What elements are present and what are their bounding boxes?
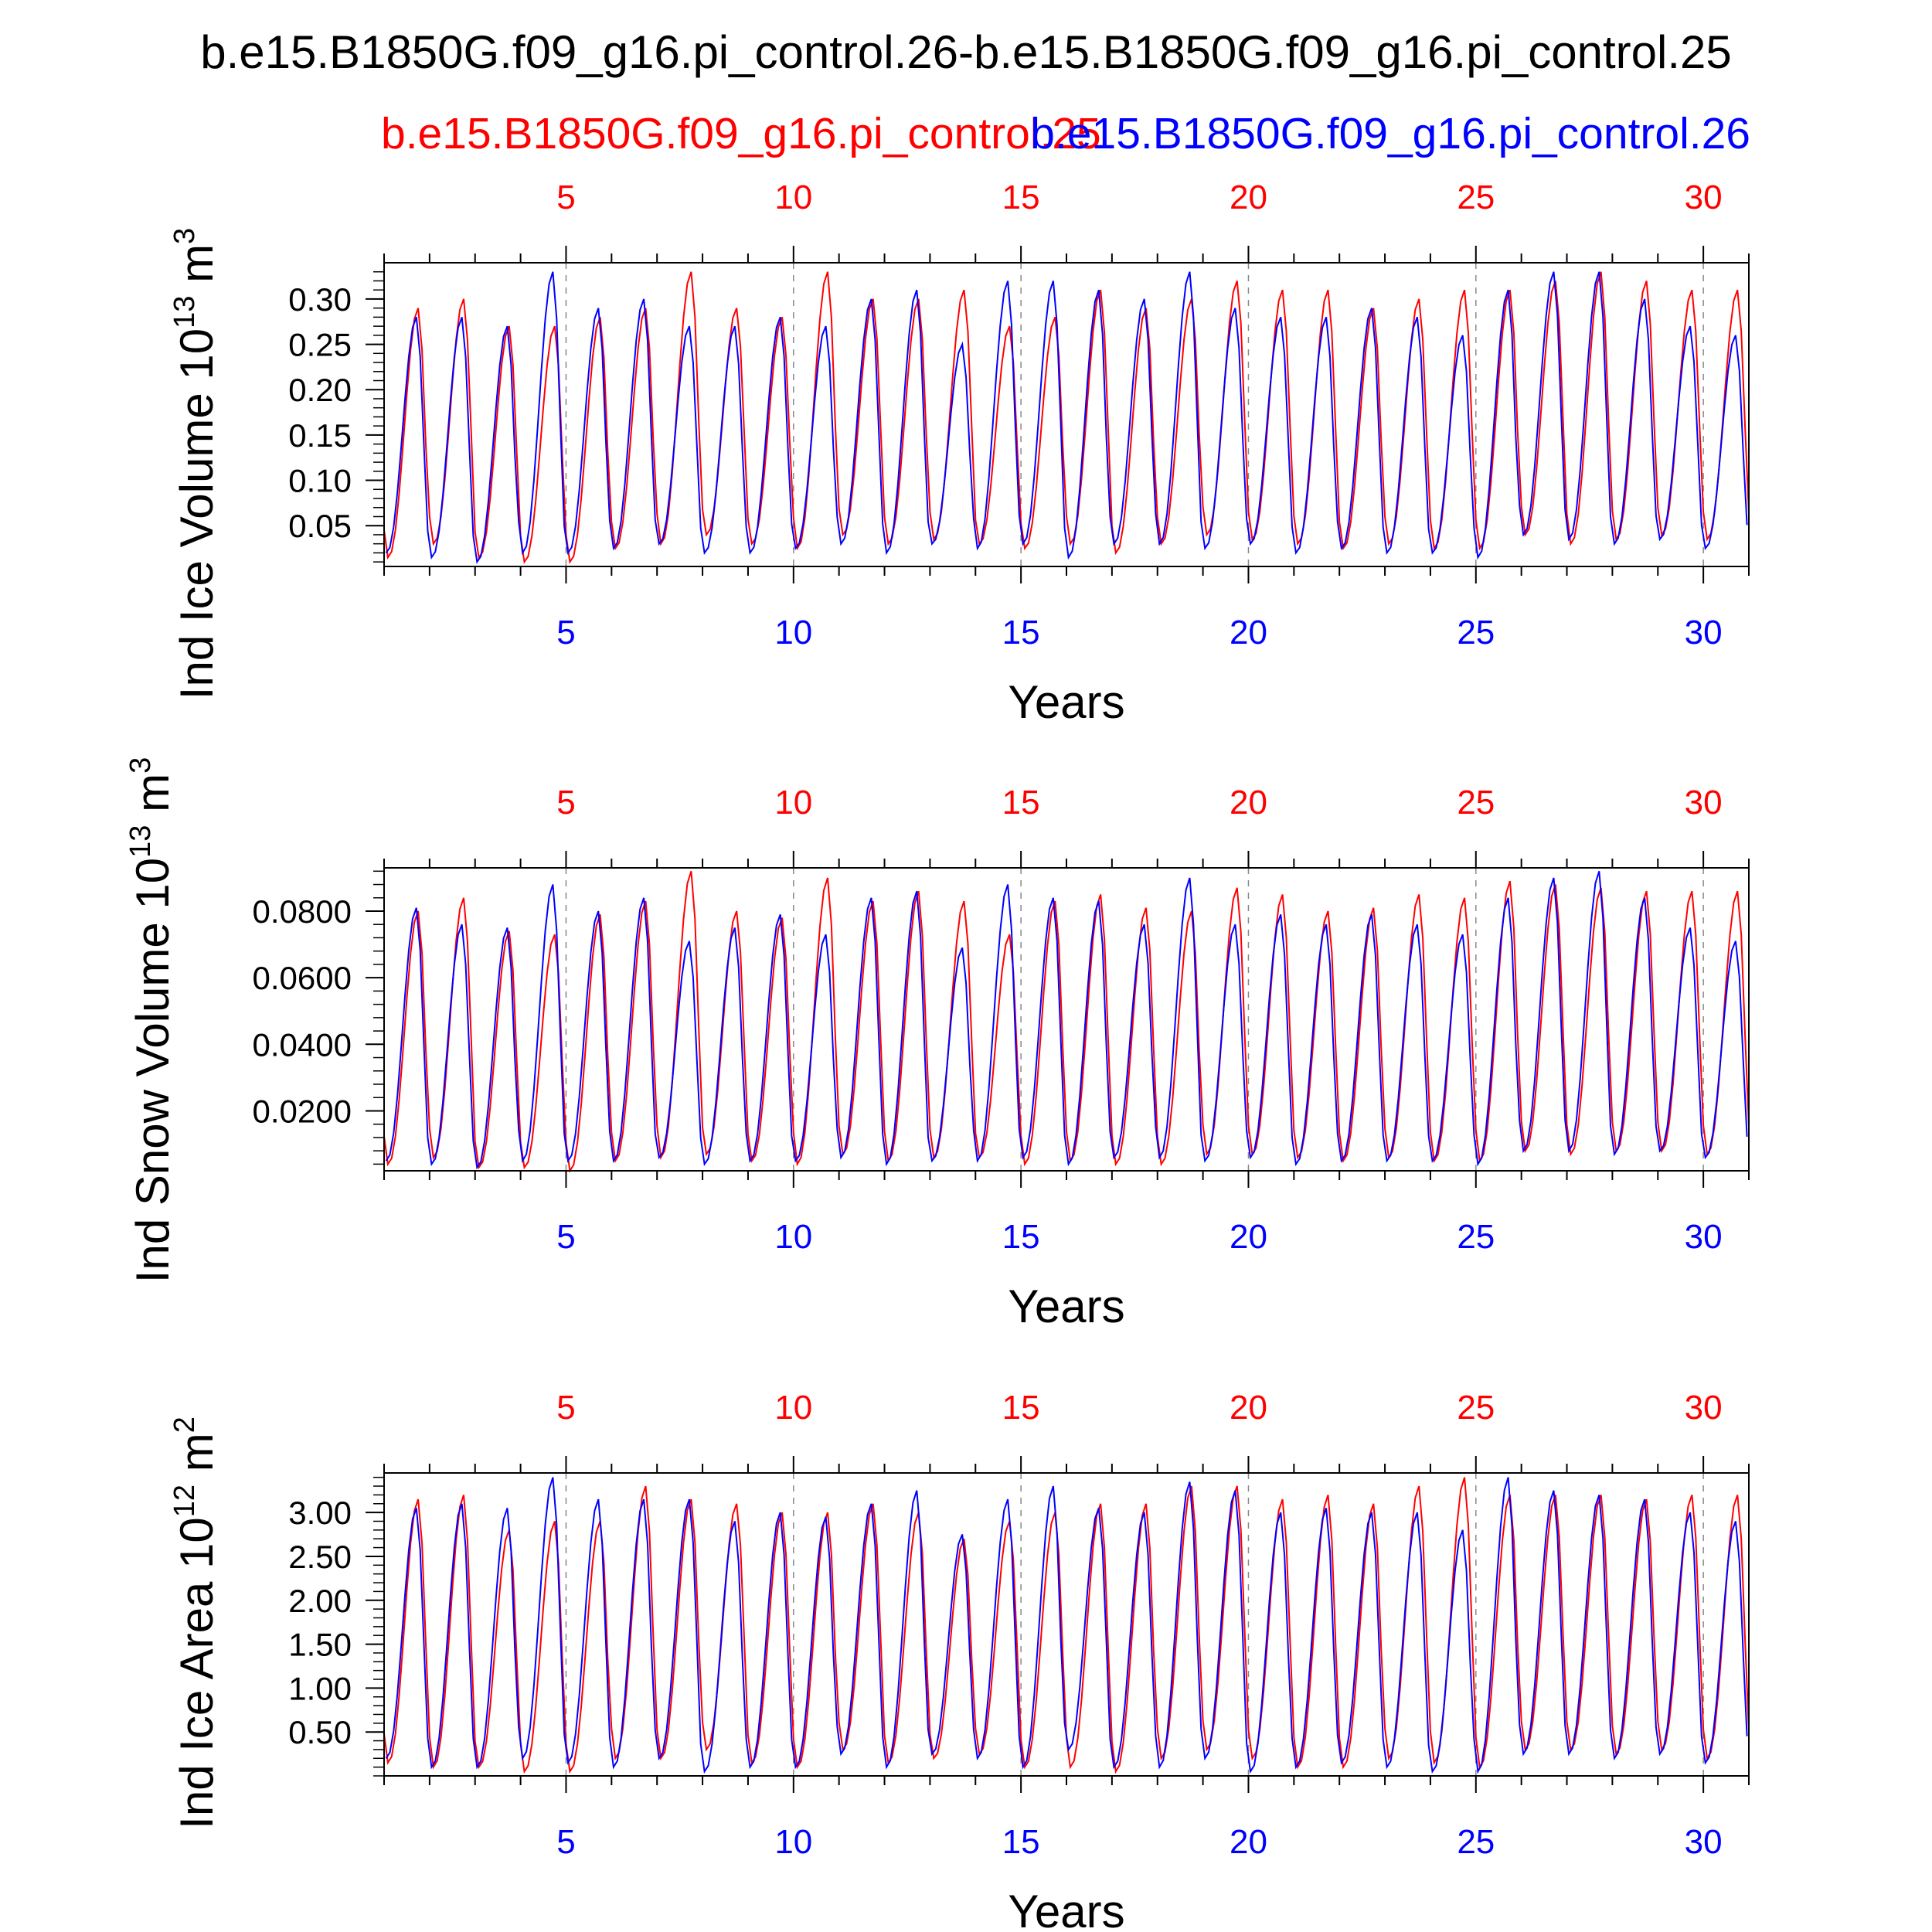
x-tick-label-bottom: 10	[774, 1823, 812, 1861]
chart-panel-1: 0.05 0.10 0.15 0.20 0.25 0.30 5 10 15 20 25 30 5 10 15…	[168, 179, 1750, 728]
x-tick-label-bottom: 10	[774, 614, 812, 651]
x-tick-label-bottom: 25	[1457, 1218, 1495, 1256]
y-axis-label: Ind Snow Volume 1013 m3	[124, 757, 179, 1283]
x-tick-label-bottom: 10	[774, 1218, 812, 1256]
x-tick-label-top: 20	[1230, 179, 1267, 216]
x-tick-label-bottom: 15	[1002, 614, 1040, 651]
y-axis-label-exponent: 13	[168, 296, 201, 328]
y-axis-label-text: Ind Ice Area 10	[171, 1517, 223, 1829]
x-tick-label-bottom: 20	[1230, 614, 1267, 651]
y-tick-label: 0.0600	[253, 960, 352, 996]
y-tick-label: 1.00	[288, 1670, 352, 1706]
chart-panel-3: 0.50 1.00 1.50 2.00 2.50 3.00 5 10 15 20 25 30 5 10 15…	[168, 1389, 1750, 1932]
x-tick-label-bottom: 5	[556, 614, 575, 651]
x-tick-label-top: 30	[1685, 784, 1723, 821]
series-line-blue	[385, 871, 1748, 1170]
x-tick-label-bottom: 20	[1230, 1823, 1267, 1861]
x-tick-label-bottom: 25	[1457, 1823, 1495, 1861]
x-tick-label-top: 10	[774, 1389, 812, 1427]
x-axis-label: Years	[1008, 1281, 1124, 1332]
x-tick-label-top: 25	[1457, 784, 1495, 821]
y-tick-label: 3.00	[288, 1495, 352, 1531]
x-tick-label-top: 15	[1002, 784, 1040, 821]
x-tick-label-bottom: 25	[1457, 614, 1495, 651]
x-tick-label-top: 5	[556, 179, 575, 216]
y-axis-label: Ind Ice Area 1012 m2	[168, 1417, 223, 1829]
y-tick-label: 0.10	[288, 463, 352, 499]
x-tick-label-bottom: 5	[556, 1823, 575, 1861]
legend-red-label: b.e15.B1850G.f09_g16.pi_control.25	[381, 109, 1101, 158]
y-tick-label: 2.00	[288, 1583, 352, 1619]
y-tick-label: 0.50	[288, 1714, 352, 1750]
x-tick-label-top: 25	[1457, 1389, 1495, 1427]
x-tick-label-top: 5	[556, 784, 575, 821]
y-axis-label: Ind Ice Volume 1013 m3	[168, 228, 223, 699]
y-tick-label: 0.0800	[253, 893, 352, 930]
y-axis-label-text: Ind Ice Volume 10	[171, 328, 223, 699]
y-axis-label-unit: m	[171, 244, 223, 296]
x-tick-label-bottom: 15	[1002, 1823, 1040, 1861]
x-tick-label-bottom: 20	[1230, 1218, 1267, 1256]
series-line-red	[383, 1477, 1750, 1774]
y-axis-label-unit: m	[127, 774, 179, 825]
x-tick-label-bottom: 30	[1685, 1218, 1723, 1256]
x-tick-label-top: 5	[556, 1389, 575, 1427]
page-title: b.e15.B1850G.f09_g16.pi_control.26-b.e15…	[200, 26, 1732, 78]
series-line-blue	[385, 1477, 1748, 1774]
y-tick-label: 0.0200	[253, 1093, 352, 1129]
series-line-blue	[385, 271, 1748, 564]
x-tick-label-top: 10	[774, 179, 812, 216]
x-tick-label-top: 30	[1685, 179, 1723, 216]
x-tick-label-top: 30	[1685, 1389, 1723, 1427]
x-tick-label-top: 15	[1002, 1389, 1040, 1427]
series-line-red	[383, 271, 1750, 564]
x-tick-label-bottom: 30	[1685, 1823, 1723, 1861]
y-tick-label: 2.50	[288, 1539, 352, 1575]
y-tick-label: 0.30	[288, 281, 352, 318]
y-tick-label: 0.20	[288, 372, 352, 408]
x-tick-label-bottom: 5	[556, 1218, 575, 1256]
y-axis-label-unit-exponent: 3	[168, 228, 201, 244]
x-tick-label-bottom: 15	[1002, 1218, 1040, 1256]
y-tick-label: 1.50	[288, 1627, 352, 1663]
y-axis-label-unit-exponent: 2	[168, 1417, 201, 1433]
x-tick-label-top: 15	[1002, 179, 1040, 216]
x-tick-label-top: 20	[1230, 784, 1267, 821]
y-axis-label-exponent: 12	[168, 1485, 201, 1517]
x-axis-label: Years	[1008, 676, 1124, 728]
legend-blue-label: b.e15.B1850G.f09_g16.pi_control.26	[1030, 109, 1750, 158]
y-axis-label-exponent: 13	[124, 825, 157, 858]
y-tick-label: 0.25	[288, 327, 352, 363]
y-axis-label-unit-exponent: 3	[124, 757, 157, 774]
y-axis-label-unit: m	[171, 1433, 223, 1485]
x-tick-label-bottom: 30	[1685, 614, 1723, 651]
x-axis-label: Years	[1008, 1886, 1124, 1932]
x-tick-label-top: 25	[1457, 179, 1495, 216]
y-tick-label: 0.05	[288, 508, 352, 544]
x-tick-label-top: 10	[774, 784, 812, 821]
x-tick-label-top: 20	[1230, 1389, 1267, 1427]
chart-panel-2: 0.0200 0.0400 0.0600 0.0800 5 10 15 20 25 30 5 10 15…	[124, 757, 1750, 1332]
y-tick-label: 0.0400	[253, 1026, 352, 1063]
y-tick-label: 0.15	[288, 417, 352, 454]
y-axis-label-text: Ind Snow Volume 10	[127, 858, 179, 1283]
series-line-red	[383, 871, 1750, 1173]
